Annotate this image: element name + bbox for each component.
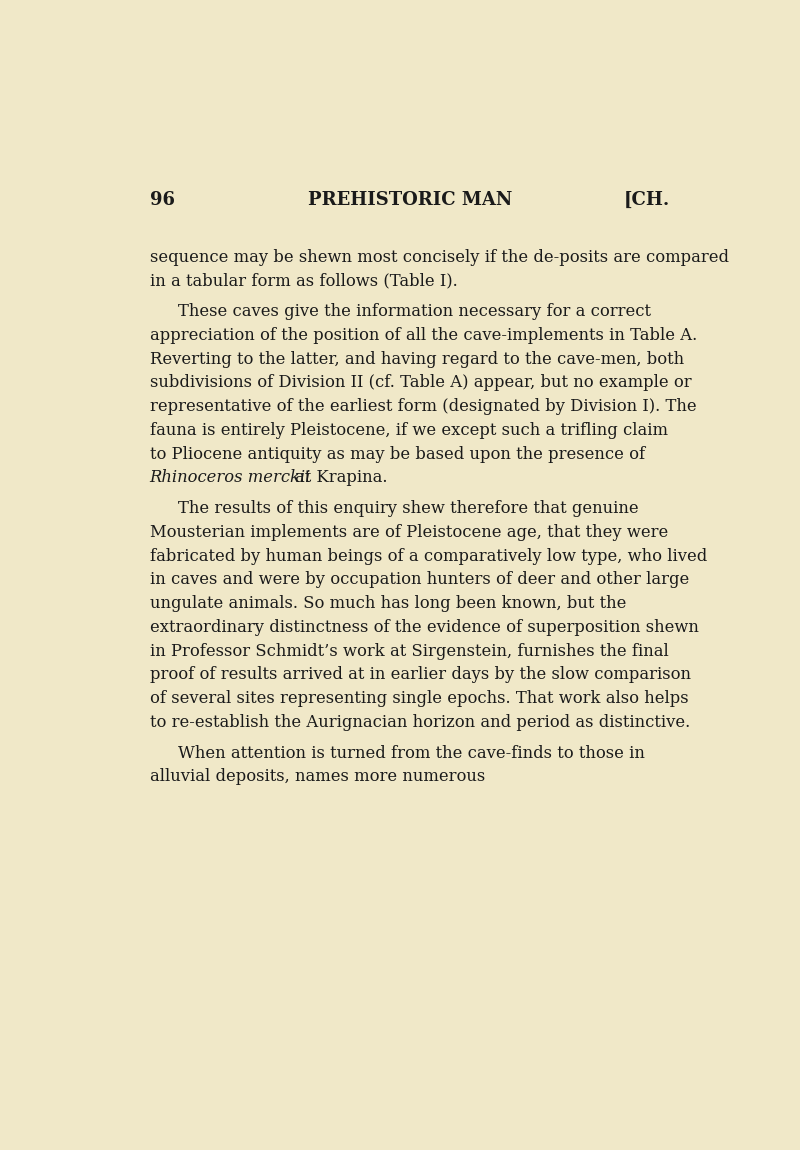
Text: 96: 96 xyxy=(150,191,174,209)
Text: ungulate animals. So much has long been known, but the: ungulate animals. So much has long been … xyxy=(150,596,626,612)
Text: representative of the earliest form (designated by Division I). The: representative of the earliest form (des… xyxy=(150,398,696,415)
Text: alluvial deposits, names more numerous: alluvial deposits, names more numerous xyxy=(150,768,485,785)
Text: Rhinoceros merckii: Rhinoceros merckii xyxy=(150,469,316,486)
Text: Mousterian implements are of Pleistocene age, that they were: Mousterian implements are of Pleistocene… xyxy=(150,524,668,540)
Text: in caves and were by occupation hunters of deer and other large: in caves and were by occupation hunters … xyxy=(150,572,689,589)
Text: proof of results arrived at in earlier days by the slow comparison: proof of results arrived at in earlier d… xyxy=(150,666,690,683)
Text: to Pliocene antiquity as may be based upon the presence of: to Pliocene antiquity as may be based up… xyxy=(150,446,645,462)
Text: appreciation of the position of all the cave-implements in Table A.: appreciation of the position of all the … xyxy=(150,327,697,344)
Text: When attention is turned from the cave-finds to those in: When attention is turned from the cave-f… xyxy=(178,745,644,761)
Text: of several sites representing single epochs. That work also helps: of several sites representing single epo… xyxy=(150,690,688,707)
Text: These caves give the information necessary for a correct: These caves give the information necessa… xyxy=(178,304,650,320)
Text: The results of this enquiry shew therefore that genuine: The results of this enquiry shew therefo… xyxy=(178,500,638,518)
Text: Reverting to the latter, and having regard to the cave-men, both: Reverting to the latter, and having rega… xyxy=(150,351,684,368)
Text: sequence may be shewn most concisely if the de-posits are compared: sequence may be shewn most concisely if … xyxy=(150,248,729,266)
Text: [CH.: [CH. xyxy=(624,191,670,209)
Text: to re-establish the Aurignacian horizon and period as distinctive.: to re-establish the Aurignacian horizon … xyxy=(150,714,690,730)
Text: in a tabular form as follows (Table I).: in a tabular form as follows (Table I). xyxy=(150,273,458,290)
Text: fauna is entirely Pleistocene, if we except such a trifling claim: fauna is entirely Pleistocene, if we exc… xyxy=(150,422,667,439)
Text: in Professor Schmidt’s work at Sirgenstein, furnishes the final: in Professor Schmidt’s work at Sirgenste… xyxy=(150,643,668,660)
Text: at Krapina.: at Krapina. xyxy=(295,469,393,486)
Text: subdivisions of Division II (cf. Table A) appear, but no example or: subdivisions of Division II (cf. Table A… xyxy=(150,375,691,391)
Text: PREHISTORIC MAN: PREHISTORIC MAN xyxy=(308,191,512,209)
Text: fabricated by human beings of a comparatively low type, who lived: fabricated by human beings of a comparat… xyxy=(150,547,707,565)
Text: extraordinary distinctness of the evidence of superposition shewn: extraordinary distinctness of the eviden… xyxy=(150,619,698,636)
